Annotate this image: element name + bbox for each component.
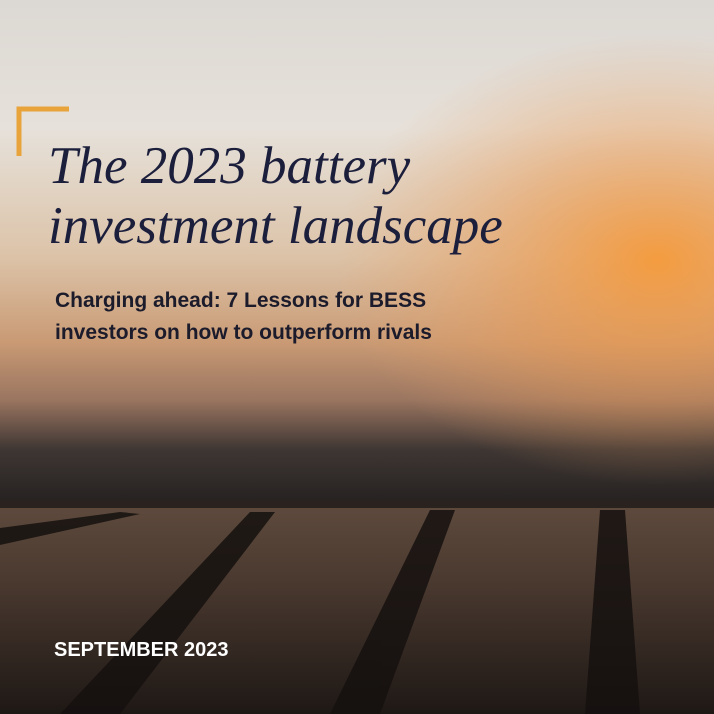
publication-date: SEPTEMBER 2023 [54, 639, 229, 661]
title-line: investment landscape [48, 197, 503, 255]
subtitle-line: Charging ahead: 7 Lessons for BESS [55, 289, 427, 312]
title-line: The 2023 battery [48, 137, 411, 195]
corner-bracket [16, 106, 69, 156]
subtitle-line: investors on how to outperform rivals [55, 321, 432, 344]
